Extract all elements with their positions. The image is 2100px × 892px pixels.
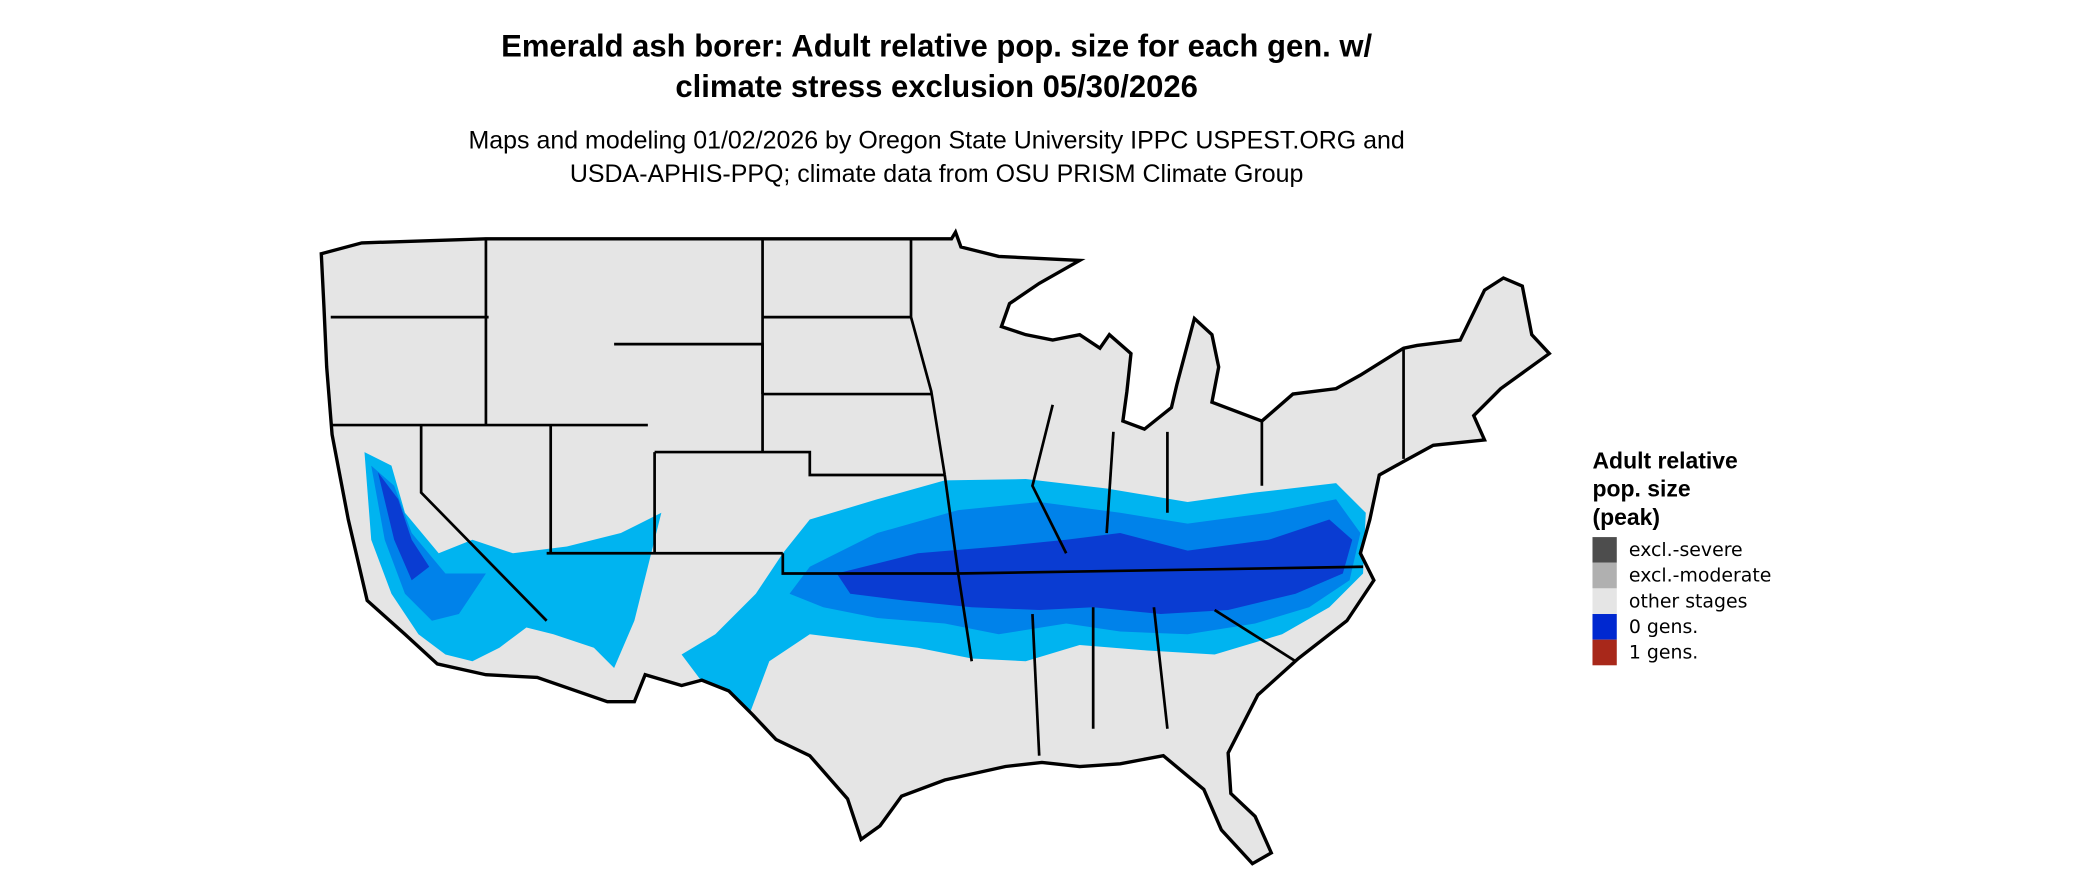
legend-swatch xyxy=(1592,588,1617,615)
legend-title-line-3: (peak) xyxy=(1592,504,1660,530)
legend-label: 0 gens. xyxy=(1629,616,1698,638)
legend-title-line-2: pop. size xyxy=(1592,476,1690,502)
title-line-1: Emerald ash borer: Adult relative pop. s… xyxy=(501,29,1372,64)
subtitle-line-1: Maps and modeling 01/02/2026 by Oregon S… xyxy=(469,126,1405,154)
legend-swatch xyxy=(1592,562,1617,589)
title-line-2: climate stress exclusion 05/30/2026 xyxy=(675,69,1197,104)
legend-label: 1 gens. xyxy=(1629,642,1698,664)
legend-label: other stages xyxy=(1629,590,1748,612)
legend-swatch xyxy=(1592,639,1617,666)
legend-swatch xyxy=(1592,614,1617,640)
us-map xyxy=(319,230,1551,866)
shade-dark-blue xyxy=(377,472,1353,615)
state-borders xyxy=(330,238,1405,756)
legend-label: excl.-moderate xyxy=(1629,565,1771,587)
legend: Adult relative pop. size (peak) excl.-se… xyxy=(1592,447,1771,666)
legend-label: excl.-severe xyxy=(1629,539,1743,561)
legend-title-line-1: Adult relative xyxy=(1592,447,1737,473)
subtitle-line-2: USDA-APHIS-PPQ; climate data from OSU PR… xyxy=(570,160,1304,188)
legend-swatch xyxy=(1592,537,1617,563)
